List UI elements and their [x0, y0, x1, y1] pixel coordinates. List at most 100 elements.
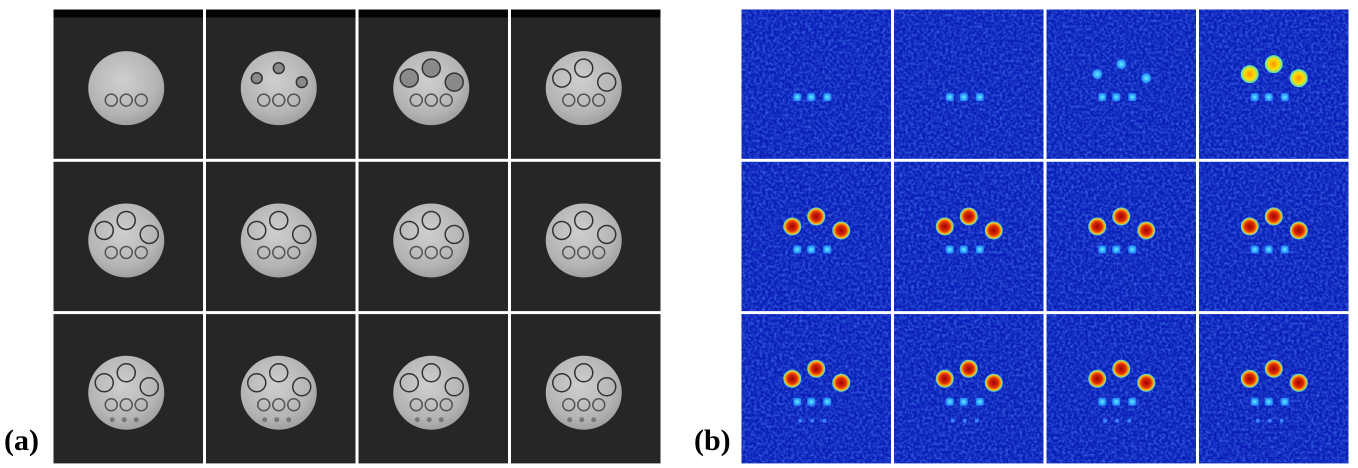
large-spot	[1112, 360, 1130, 378]
large-spot	[1112, 207, 1130, 225]
small-spot	[807, 398, 815, 406]
small-spot	[1128, 93, 1136, 101]
top-band	[511, 10, 661, 18]
large-spot	[936, 217, 954, 235]
small-spot	[1098, 245, 1106, 253]
small-spot	[976, 398, 984, 406]
mri-image	[359, 314, 509, 463]
large-spot	[832, 221, 850, 239]
dot	[274, 417, 279, 422]
dot	[439, 417, 444, 422]
small-spot	[793, 398, 801, 406]
noise	[894, 10, 1044, 159]
mri-image	[206, 314, 356, 463]
noise	[742, 10, 892, 159]
faint-spot	[1256, 419, 1260, 423]
top-band	[54, 10, 204, 18]
small-spot	[946, 245, 954, 253]
small-spot	[793, 245, 801, 253]
dot	[427, 417, 432, 422]
small-spot	[1281, 398, 1289, 406]
mri-image	[206, 10, 356, 159]
large-spot	[1265, 207, 1283, 225]
small-spot	[1251, 398, 1259, 406]
faint-spot	[798, 419, 802, 423]
dot	[262, 417, 267, 422]
noise	[894, 162, 1044, 311]
small-spot	[976, 93, 984, 101]
small-spot	[1098, 93, 1106, 101]
large-spot	[1141, 73, 1151, 83]
noise	[1199, 314, 1349, 463]
large-spot	[1290, 69, 1308, 87]
small-spot	[946, 398, 954, 406]
large-spot	[1265, 55, 1283, 73]
large-spot	[960, 207, 978, 225]
large-spot	[1290, 374, 1308, 392]
map-image	[742, 10, 892, 159]
faint-spot	[822, 419, 826, 423]
large-spot	[960, 360, 978, 378]
large-spot	[1088, 217, 1106, 235]
map-image	[1199, 10, 1349, 159]
large-spot	[832, 374, 850, 392]
mri-image	[206, 162, 356, 311]
phantom	[393, 203, 469, 277]
faint-spot	[951, 419, 955, 423]
large-spot	[1241, 217, 1259, 235]
large-spot	[1290, 221, 1308, 239]
map-image	[1199, 314, 1349, 463]
small-spot	[1128, 245, 1136, 253]
figure: (a) (b)	[0, 0, 1358, 468]
large-spot	[1137, 374, 1155, 392]
panel-label: (a)	[4, 424, 39, 457]
mri-image	[511, 162, 661, 311]
large-vial	[400, 69, 418, 87]
noise	[742, 314, 892, 463]
mri-image	[511, 10, 661, 159]
small-spot	[823, 245, 831, 253]
phantom	[88, 51, 164, 125]
page: {"panels": [{"label": "(a)"}, {"label": …	[0, 0, 1358, 468]
map-image	[1047, 10, 1197, 159]
large-spot	[807, 360, 825, 378]
large-spot	[1116, 59, 1126, 69]
small-spot	[793, 93, 801, 101]
large-spot	[1241, 370, 1259, 388]
map-image	[894, 10, 1044, 159]
small-spot	[946, 93, 954, 101]
map-image	[894, 162, 1044, 311]
phantom	[546, 203, 622, 277]
mri-image	[54, 162, 204, 311]
faint-spot	[1280, 419, 1284, 423]
small-spot	[1265, 93, 1273, 101]
panel-label: (b)	[694, 424, 731, 457]
dot	[134, 417, 139, 422]
dot	[415, 417, 420, 422]
dot	[110, 417, 115, 422]
large-spot	[985, 221, 1003, 239]
dot	[579, 417, 584, 422]
large-spot	[1137, 221, 1155, 239]
large-spot	[783, 370, 801, 388]
mri-image	[54, 10, 204, 159]
noise	[1199, 10, 1349, 159]
small-spot	[960, 93, 968, 101]
large-spot	[936, 370, 954, 388]
large-vial	[296, 77, 307, 88]
small-spot	[1265, 398, 1273, 406]
small-spot	[807, 245, 815, 253]
large-spot	[1088, 370, 1106, 388]
dot	[286, 417, 291, 422]
noise	[1047, 10, 1197, 159]
map-image	[1047, 314, 1197, 463]
small-spot	[1281, 93, 1289, 101]
large-vial	[273, 63, 284, 74]
map-image	[1199, 162, 1349, 311]
small-spot	[1265, 245, 1273, 253]
small-spot	[1112, 245, 1120, 253]
map-image	[894, 314, 1044, 463]
small-spot	[823, 398, 831, 406]
small-spot	[976, 245, 984, 253]
small-spot	[1112, 93, 1120, 101]
